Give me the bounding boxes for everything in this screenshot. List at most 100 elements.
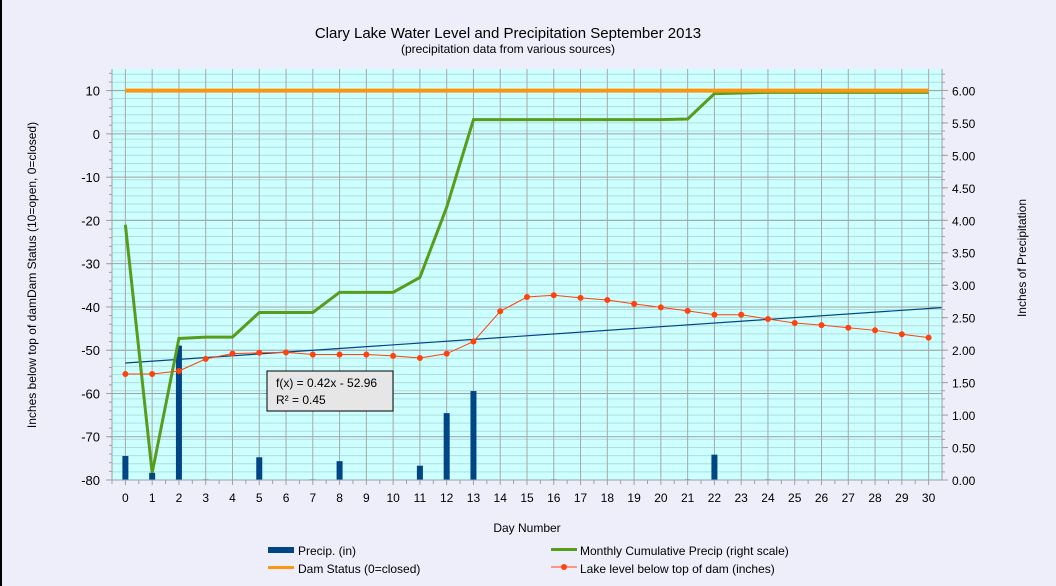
x-tick-label: 7 xyxy=(309,491,316,505)
x-tick-label: 0 xyxy=(122,491,129,505)
lake-level-point xyxy=(898,331,905,338)
right-tick-label: 0.50 xyxy=(952,442,976,456)
trendline-r2: R² = 0.45 xyxy=(276,393,326,407)
left-tick-label: -40 xyxy=(81,300,100,315)
x-tick-label: 26 xyxy=(815,491,829,505)
right-tick-label: 4.00 xyxy=(952,214,976,228)
right-tick-label: 3.50 xyxy=(952,247,976,261)
lake-level-point xyxy=(390,352,397,359)
x-tick-label: 2 xyxy=(176,491,183,505)
x-tick-label: 18 xyxy=(601,491,615,505)
chart-title: Clary Lake Water Level and Precipitation… xyxy=(315,25,701,42)
x-tick-label: 24 xyxy=(761,491,775,505)
right-tick-label: 0.00 xyxy=(952,474,976,488)
right-tick-label: 4.50 xyxy=(952,182,976,196)
x-tick-label: 3 xyxy=(202,491,209,505)
lake-level-point xyxy=(524,293,530,300)
x-tick-label: 1 xyxy=(149,491,156,505)
precip-bar xyxy=(336,461,343,480)
x-tick-label: 30 xyxy=(922,491,936,505)
chart-subtitle: (precipitation data from various sources… xyxy=(401,42,615,56)
x-tick-label: 21 xyxy=(681,491,695,505)
axes: 100-10-20-30-40-50-60-70-806.005.505.004… xyxy=(81,69,976,505)
x-tick-label: 28 xyxy=(868,491,882,505)
svg-text:Monthly Cumulative Precip (rig: Monthly Cumulative Precip (right scale) xyxy=(580,544,789,558)
precip-bar xyxy=(122,455,129,480)
right-tick-label: 5.50 xyxy=(952,117,976,131)
x-tick-label: 29 xyxy=(895,491,909,505)
x-tick-label: 12 xyxy=(440,491,454,505)
left-tick-label: -10 xyxy=(81,170,100,185)
x-tick-label: 11 xyxy=(414,491,427,505)
x-tick-label: 13 xyxy=(467,491,481,505)
lake-level-point xyxy=(657,304,664,311)
precip-bar xyxy=(711,454,718,480)
series-lines xyxy=(122,88,943,474)
right-tick-label: 2.50 xyxy=(952,312,976,326)
lake-level-point xyxy=(925,334,932,341)
left-tick-label: -70 xyxy=(81,430,100,445)
lake-level-point xyxy=(711,311,718,318)
lake-level-point xyxy=(283,349,290,356)
lake-level-point xyxy=(497,308,504,315)
trendline-equation-box: f(x) = 0.42x - 52.96 R² = 0.45 xyxy=(266,370,394,412)
right-tick-label: 6.00 xyxy=(952,84,976,98)
lake-level-point xyxy=(872,327,879,334)
legend-item-cumulative: Monthly Cumulative Precip (right scale) xyxy=(551,544,789,558)
y-axis-label-left: Inches below top of damDam Status (10=op… xyxy=(25,122,39,428)
lake-level-point xyxy=(149,371,156,378)
x-tick-label: 10 xyxy=(386,491,400,505)
lake-level-point xyxy=(604,297,611,304)
lake-level-point xyxy=(577,294,584,301)
lake-level-point xyxy=(791,319,798,326)
x-tick-label: 6 xyxy=(283,491,290,505)
lake-level-point xyxy=(764,316,771,323)
x-tick-label: 16 xyxy=(547,491,561,505)
lake-level-point xyxy=(443,350,450,357)
lake-level-point xyxy=(845,324,852,331)
left-tick-label: 0 xyxy=(93,127,100,142)
lake-level-point xyxy=(818,322,825,329)
precip-bar xyxy=(470,391,477,480)
lake-level-point xyxy=(256,349,263,356)
x-tick-label: 23 xyxy=(735,491,749,505)
x-tick-label: 25 xyxy=(788,491,802,505)
precip-bar xyxy=(416,465,423,480)
left-tick-label: -80 xyxy=(81,473,100,488)
left-tick-label: -60 xyxy=(81,386,100,401)
x-tick-label: 17 xyxy=(574,491,588,505)
left-tick-label: -20 xyxy=(81,213,100,228)
precip-bar xyxy=(149,472,156,480)
x-tick-label: 27 xyxy=(842,491,856,505)
precip-bar xyxy=(175,345,182,480)
left-tick-label: -50 xyxy=(81,343,100,358)
left-tick-label: 10 xyxy=(86,84,100,99)
lake-level-point xyxy=(309,351,316,358)
right-tick-label: 1.00 xyxy=(952,409,976,423)
lake-level-point xyxy=(550,292,557,299)
legend: Precip. (in) Monthly Cumulative Precip (… xyxy=(268,544,789,576)
lake-level-point xyxy=(363,351,370,358)
x-tick-label: 5 xyxy=(256,491,263,505)
right-tick-label: 1.50 xyxy=(952,377,976,391)
lake-level-point xyxy=(470,338,477,345)
x-tick-label: 14 xyxy=(494,491,508,505)
svg-text:Dam Status (0=closed): Dam Status (0=closed) xyxy=(298,562,420,576)
svg-text:Lake level below top of dam (i: Lake level below top of dam (inches) xyxy=(580,562,775,576)
lake-level-point xyxy=(122,371,129,378)
y-axis-label-right: Inches of Precipitation xyxy=(1015,199,1029,317)
x-tick-label: 15 xyxy=(520,491,534,505)
lake-level-point xyxy=(202,355,209,362)
x-tick-label: 19 xyxy=(627,491,641,505)
x-tick-label: 20 xyxy=(654,491,668,505)
lake-level-point xyxy=(336,351,343,358)
right-tick-label: 3.00 xyxy=(952,279,976,293)
lake-level-point xyxy=(631,300,638,307)
lake-level-point xyxy=(416,354,423,361)
right-tick-label: 5.00 xyxy=(952,149,976,163)
x-tick-label: 9 xyxy=(363,491,370,505)
lake-level-point xyxy=(738,311,745,318)
precip-bar xyxy=(443,413,450,480)
